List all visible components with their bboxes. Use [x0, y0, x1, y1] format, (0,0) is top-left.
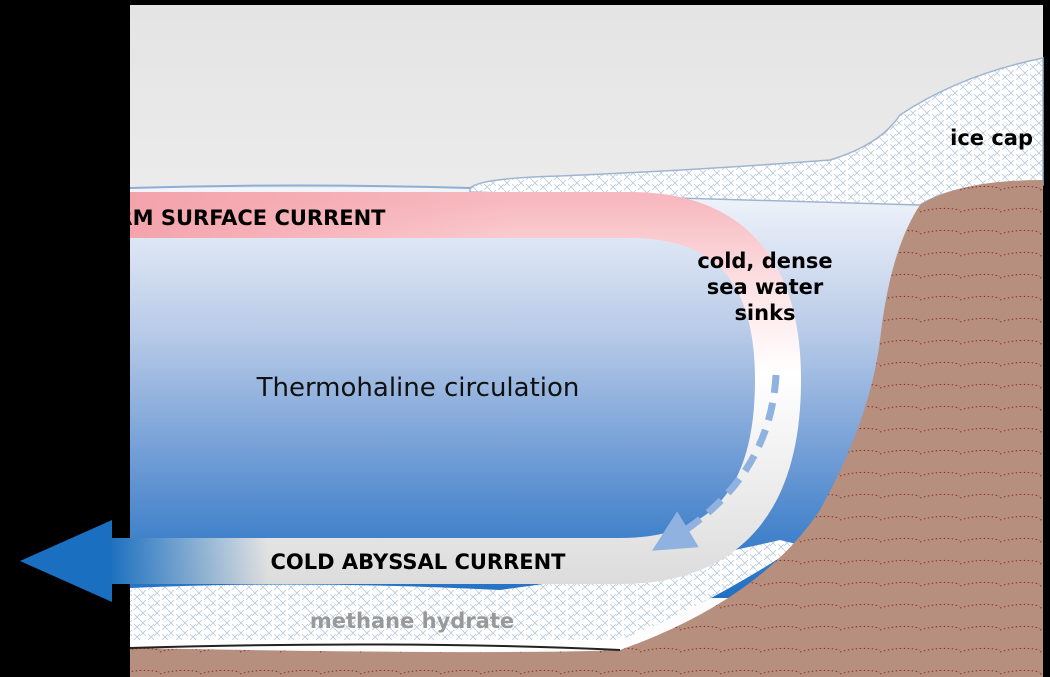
title: Thermohaline circulation: [256, 373, 580, 403]
cold-band: [108, 538, 268, 584]
label: sinks: [734, 301, 795, 325]
warm-band: [130, 192, 510, 238]
seabed-edge: [129, 643, 621, 651]
arrow-head: [20, 520, 112, 602]
seabed: [130, 180, 1043, 677]
methane-layer: [130, 540, 800, 640]
label: cold, dense: [697, 249, 832, 273]
label: WARM SURFACE CURRENT: [78, 206, 386, 230]
sinking-arrow: [651, 374, 780, 551]
label: sea water: [707, 275, 824, 299]
label: methane hydrate: [310, 609, 514, 633]
label: ice cap: [950, 126, 1033, 150]
label: COLD ABYSSAL CURRENT: [270, 550, 566, 574]
sea-surface: [129, 184, 471, 189]
